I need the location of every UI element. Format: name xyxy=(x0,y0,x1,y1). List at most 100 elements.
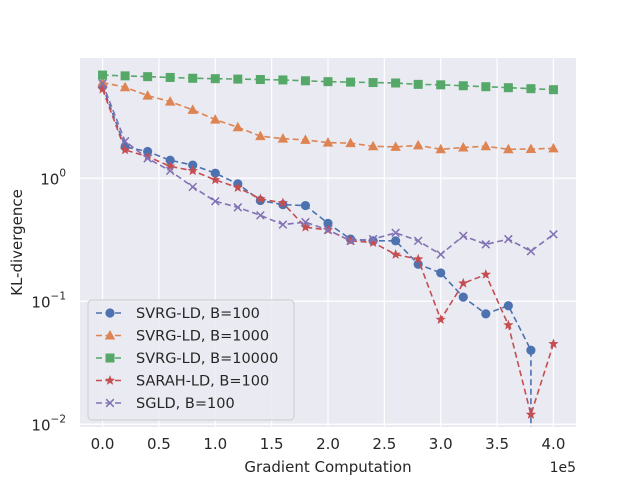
data-point xyxy=(233,203,243,212)
data-point xyxy=(435,314,446,324)
data-point xyxy=(391,228,400,238)
data-point xyxy=(323,77,333,87)
data-point xyxy=(480,269,491,279)
legend-label: SARAH-LD, B=100 xyxy=(136,374,269,390)
series-2 xyxy=(98,70,558,95)
data-point xyxy=(391,78,401,88)
data-point xyxy=(412,139,424,150)
data-point xyxy=(390,249,401,259)
data-point xyxy=(232,182,243,192)
x-axis-offset-label: 1e5 xyxy=(550,460,576,476)
data-point xyxy=(435,143,446,154)
x-tick-label: 1.5 xyxy=(260,435,284,453)
legend-item: SGLD, B=100 xyxy=(96,396,235,412)
data-point xyxy=(413,236,423,246)
data-point xyxy=(210,74,220,84)
data-point xyxy=(323,218,333,228)
data-point xyxy=(548,142,559,153)
data-point xyxy=(458,231,468,241)
data-point xyxy=(368,78,378,88)
data-point xyxy=(413,79,423,89)
data-point xyxy=(300,200,311,211)
data-point xyxy=(164,96,176,106)
data-point xyxy=(301,217,310,227)
data-point xyxy=(165,72,175,82)
data-point xyxy=(504,234,513,244)
data-point xyxy=(255,75,265,85)
data-point xyxy=(322,137,334,147)
data-point xyxy=(165,166,175,176)
data-point xyxy=(503,301,513,311)
legend-box xyxy=(87,299,295,421)
data-point xyxy=(143,154,152,163)
data-point xyxy=(210,168,220,178)
data-point xyxy=(390,141,401,151)
data-point xyxy=(346,77,356,87)
data-point xyxy=(323,225,333,235)
legend-marker xyxy=(105,398,115,408)
data-point xyxy=(255,193,266,204)
data-point xyxy=(413,253,424,264)
data-point xyxy=(165,155,175,165)
data-point xyxy=(481,82,491,92)
y-tick-label: 100 xyxy=(40,167,66,188)
x-tick-label: 0.5 xyxy=(147,435,171,453)
legend-marker xyxy=(105,308,115,318)
data-point xyxy=(481,240,491,249)
data-point xyxy=(526,345,536,355)
y-tick-label: 10−1 xyxy=(31,290,66,311)
data-point xyxy=(210,114,221,124)
data-point xyxy=(233,74,243,84)
data-point xyxy=(120,71,130,81)
data-point xyxy=(548,338,559,349)
data-point xyxy=(187,165,198,176)
data-point xyxy=(458,277,469,288)
data-point xyxy=(300,134,311,144)
series-layer xyxy=(97,70,559,427)
data-point xyxy=(300,221,311,232)
legend-label: SVRG-LD, B=1000 xyxy=(136,329,269,345)
data-point xyxy=(503,319,514,330)
x-tick-label: 0.0 xyxy=(91,435,115,453)
data-point xyxy=(187,104,198,114)
data-point xyxy=(525,143,537,153)
y-axis-label: KL-divergence xyxy=(8,189,26,296)
data-point xyxy=(278,220,288,229)
data-point xyxy=(97,77,108,87)
data-point xyxy=(142,90,153,100)
legend: SVRG-LD, B=100 SVRG-LD, B=1000 SVRG-LD, B=… xyxy=(87,299,295,421)
data-point xyxy=(391,236,401,246)
data-point xyxy=(255,130,266,141)
legend-label: SGLD, B=100 xyxy=(136,396,235,412)
series-line xyxy=(102,81,554,151)
legend-item: SVRG-LD, B=1000 xyxy=(96,329,269,345)
data-point xyxy=(210,196,220,206)
legend-item: SVRG-LD, B=10000 xyxy=(96,351,278,367)
data-point xyxy=(367,237,379,247)
data-point xyxy=(436,268,446,278)
data-point xyxy=(368,234,378,244)
data-point xyxy=(458,292,468,302)
data-point xyxy=(98,79,107,88)
legend-label: SVRG-LD, B=10000 xyxy=(136,351,278,367)
data-point xyxy=(526,84,536,94)
data-point xyxy=(143,72,153,82)
data-point xyxy=(97,83,108,94)
data-point xyxy=(526,246,536,256)
data-point xyxy=(278,75,288,85)
data-point xyxy=(481,309,491,319)
data-point xyxy=(346,236,355,246)
x-axis-label: Gradient Computation xyxy=(244,458,411,476)
data-point xyxy=(277,197,289,208)
data-point xyxy=(548,85,558,95)
data-point xyxy=(300,76,310,86)
data-point xyxy=(119,81,131,92)
legend-marker xyxy=(104,375,116,385)
series-line xyxy=(102,74,554,91)
x-tick-label: 2.5 xyxy=(372,435,396,453)
data-point xyxy=(367,140,379,151)
data-point xyxy=(480,140,492,151)
data-point xyxy=(188,160,198,170)
y-tick-label: 10−2 xyxy=(31,413,66,434)
